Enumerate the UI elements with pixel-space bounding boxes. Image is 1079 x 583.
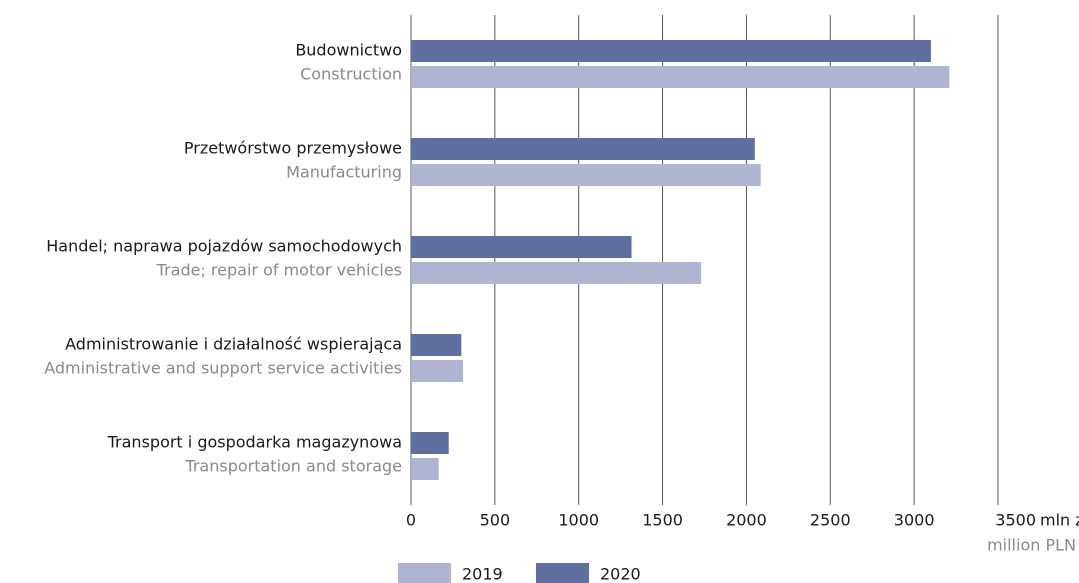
category-label-en: Transportation and storage — [184, 457, 402, 476]
bar — [411, 236, 632, 258]
bar — [411, 40, 931, 62]
category-label-en: Administrative and support service activ… — [44, 359, 402, 378]
bar — [411, 262, 702, 284]
x-tick-label: 3000 — [894, 511, 935, 530]
x-tick-label: 1500 — [642, 511, 683, 530]
bar — [411, 458, 439, 480]
bar — [411, 360, 463, 382]
category-label-en: Construction — [300, 65, 402, 84]
x-tick-label: 2500 — [810, 511, 851, 530]
x-tick-label: 0 — [406, 511, 416, 530]
bar — [411, 334, 462, 356]
bar — [411, 138, 755, 160]
x-unit: mln zł — [1040, 511, 1079, 530]
category-label: Administrowanie i działalność wspierając… — [65, 335, 402, 354]
bar — [411, 164, 761, 186]
legend-swatch — [398, 563, 451, 583]
legend-label: 2020 — [600, 565, 641, 583]
category-label: Transport i gospodarka magazynowa — [107, 433, 402, 452]
bar — [411, 432, 449, 454]
x-unit-en: million PLN — [987, 536, 1076, 555]
category-label: Budownictwo — [295, 41, 402, 60]
category-label-en: Trade; repair of motor vehicles — [156, 261, 402, 280]
x-tick-label: 2000 — [726, 511, 767, 530]
bar — [411, 66, 950, 88]
legend-label: 2019 — [462, 565, 503, 583]
x-tick-label: 3500 — [995, 511, 1036, 530]
x-tick-label: 1000 — [558, 511, 599, 530]
legend-swatch — [536, 563, 589, 583]
category-label-en: Manufacturing — [286, 163, 402, 182]
category-label: Przetwórstwo przemysłowe — [184, 139, 402, 158]
category-label: Handel; naprawa pojazdów samochodowych — [46, 237, 402, 256]
x-tick-label: 500 — [480, 511, 511, 530]
